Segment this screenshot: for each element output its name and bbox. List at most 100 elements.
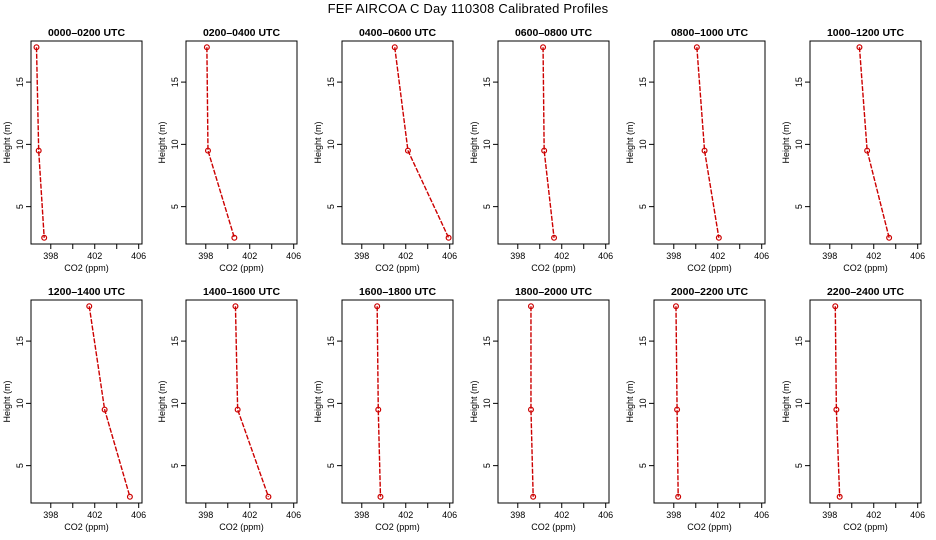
x-tick-label: 406 bbox=[910, 251, 925, 261]
panel-title: 0600–0800 UTC bbox=[515, 27, 592, 39]
data-point bbox=[527, 406, 534, 413]
x-axis-label: CO2 (ppm) bbox=[64, 522, 109, 532]
y-axis-label: Height (m) bbox=[625, 380, 635, 422]
x-tick-label: 398 bbox=[43, 251, 58, 261]
x-tick-label: 398 bbox=[666, 251, 681, 261]
y-axis-label: Height (m) bbox=[313, 121, 323, 163]
data-point bbox=[551, 234, 558, 241]
data-point bbox=[715, 234, 722, 241]
panel-2: 0200–0400 UTC 398 402 406 CO2 (ppm) 5 10 15 Heig… bbox=[157, 27, 301, 273]
profile-line bbox=[88, 306, 131, 497]
profile-line bbox=[530, 306, 534, 497]
data-point bbox=[234, 406, 241, 413]
panel-title: 1200–1400 UTC bbox=[48, 286, 125, 298]
data-point bbox=[232, 303, 239, 310]
y-tick-label: 15 bbox=[15, 77, 25, 87]
panel-4: 0600–0800 UTC 398 402 406 CO2 (ppm) 5 10 15 Heig… bbox=[469, 27, 613, 273]
y-axis-label: Height (m) bbox=[2, 380, 12, 422]
plot-frame bbox=[30, 299, 143, 504]
data-point bbox=[374, 303, 381, 310]
profile-line bbox=[376, 306, 382, 497]
x-tick-label: 402 bbox=[866, 510, 881, 520]
x-tick-label: 402 bbox=[866, 251, 881, 261]
data-point bbox=[265, 493, 272, 500]
data-point bbox=[86, 303, 93, 310]
x-tick-label: 398 bbox=[43, 510, 58, 520]
y-tick-label: 5 bbox=[482, 204, 492, 209]
y-tick-label: 10 bbox=[170, 139, 180, 149]
x-axis-label: CO2 (ppm) bbox=[64, 263, 109, 273]
panel-title: 1400–1600 UTC bbox=[203, 286, 280, 298]
data-point bbox=[35, 147, 42, 154]
data-point bbox=[833, 406, 840, 413]
y-tick-label: 15 bbox=[15, 336, 25, 346]
data-point bbox=[530, 493, 537, 500]
panel-title: 1000–1200 UTC bbox=[827, 27, 904, 39]
panel-title: 0000–0200 UTC bbox=[48, 27, 125, 39]
y-tick-label: 10 bbox=[794, 398, 804, 408]
data-point bbox=[203, 44, 210, 51]
data-point bbox=[375, 406, 382, 413]
profile-line bbox=[858, 47, 890, 238]
panel-1: 0000–0200 UTC 398 402 406 CO2 (ppm) 5 10 15 Heig… bbox=[2, 27, 146, 273]
plot-frame bbox=[497, 40, 610, 245]
x-tick-label: 406 bbox=[598, 251, 613, 261]
x-axis-label: CO2 (ppm) bbox=[375, 522, 420, 532]
x-tick-label: 402 bbox=[398, 251, 413, 261]
x-tick-label: 398 bbox=[198, 510, 213, 520]
panel-title: 2200–2400 UTC bbox=[827, 286, 904, 298]
y-tick-label: 10 bbox=[482, 139, 492, 149]
x-tick-label: 406 bbox=[442, 251, 457, 261]
y-tick-label: 10 bbox=[170, 398, 180, 408]
data-point bbox=[377, 493, 384, 500]
y-tick-label: 5 bbox=[15, 463, 25, 468]
plot-frame bbox=[653, 40, 766, 245]
data-point bbox=[693, 44, 700, 51]
x-axis-label: CO2 (ppm) bbox=[531, 263, 576, 273]
x-tick-label: 406 bbox=[286, 251, 301, 261]
y-tick-label: 10 bbox=[15, 139, 25, 149]
y-tick-label: 10 bbox=[638, 139, 648, 149]
data-point bbox=[101, 406, 108, 413]
x-tick-label: 402 bbox=[87, 251, 102, 261]
x-tick-label: 398 bbox=[354, 510, 369, 520]
data-point bbox=[445, 234, 452, 241]
x-tick-label: 406 bbox=[754, 510, 769, 520]
panel-12: 2200–2400 UTC 398 402 406 CO2 (ppm) 5 10 15 Heig… bbox=[781, 286, 925, 532]
data-point bbox=[391, 44, 398, 51]
x-axis-label: CO2 (ppm) bbox=[687, 263, 732, 273]
data-point bbox=[864, 147, 871, 154]
plot-frame bbox=[497, 299, 610, 504]
x-tick-label: 398 bbox=[822, 510, 837, 520]
y-tick-label: 5 bbox=[170, 463, 180, 468]
x-tick-label: 402 bbox=[710, 510, 725, 520]
y-tick-label: 15 bbox=[482, 336, 492, 346]
x-tick-label: 402 bbox=[554, 251, 569, 261]
x-tick-label: 398 bbox=[354, 251, 369, 261]
panel-10: 1800–2000 UTC 398 402 406 CO2 (ppm) 5 10 15 Heig… bbox=[469, 286, 613, 532]
panel-7: 1200–1400 UTC 398 402 406 CO2 (ppm) 5 10 15 Heig… bbox=[2, 286, 146, 532]
y-tick-label: 10 bbox=[326, 139, 336, 149]
data-point bbox=[836, 493, 843, 500]
panel-5: 0800–1000 UTC 398 402 406 CO2 (ppm) 5 10 15 Heig… bbox=[625, 27, 769, 273]
panel-3: 0400–0600 UTC 398 402 406 CO2 (ppm) 5 10 15 Heig… bbox=[313, 27, 457, 273]
y-tick-label: 15 bbox=[326, 77, 336, 87]
data-point bbox=[856, 44, 863, 51]
x-axis-label: CO2 (ppm) bbox=[843, 522, 888, 532]
profile-line bbox=[542, 47, 555, 238]
y-axis-label: Height (m) bbox=[157, 380, 167, 422]
y-tick-label: 5 bbox=[638, 204, 648, 209]
y-tick-label: 10 bbox=[482, 398, 492, 408]
profile-line bbox=[234, 306, 270, 498]
x-tick-label: 406 bbox=[754, 251, 769, 261]
plot-frame bbox=[185, 299, 298, 504]
y-tick-label: 15 bbox=[638, 336, 648, 346]
y-tick-label: 15 bbox=[638, 77, 648, 87]
data-point bbox=[886, 234, 893, 241]
plot-frame bbox=[341, 40, 454, 245]
y-tick-label: 10 bbox=[794, 139, 804, 149]
y-tick-label: 5 bbox=[326, 204, 336, 209]
y-tick-label: 5 bbox=[794, 463, 804, 468]
x-axis-label: CO2 (ppm) bbox=[843, 263, 888, 273]
